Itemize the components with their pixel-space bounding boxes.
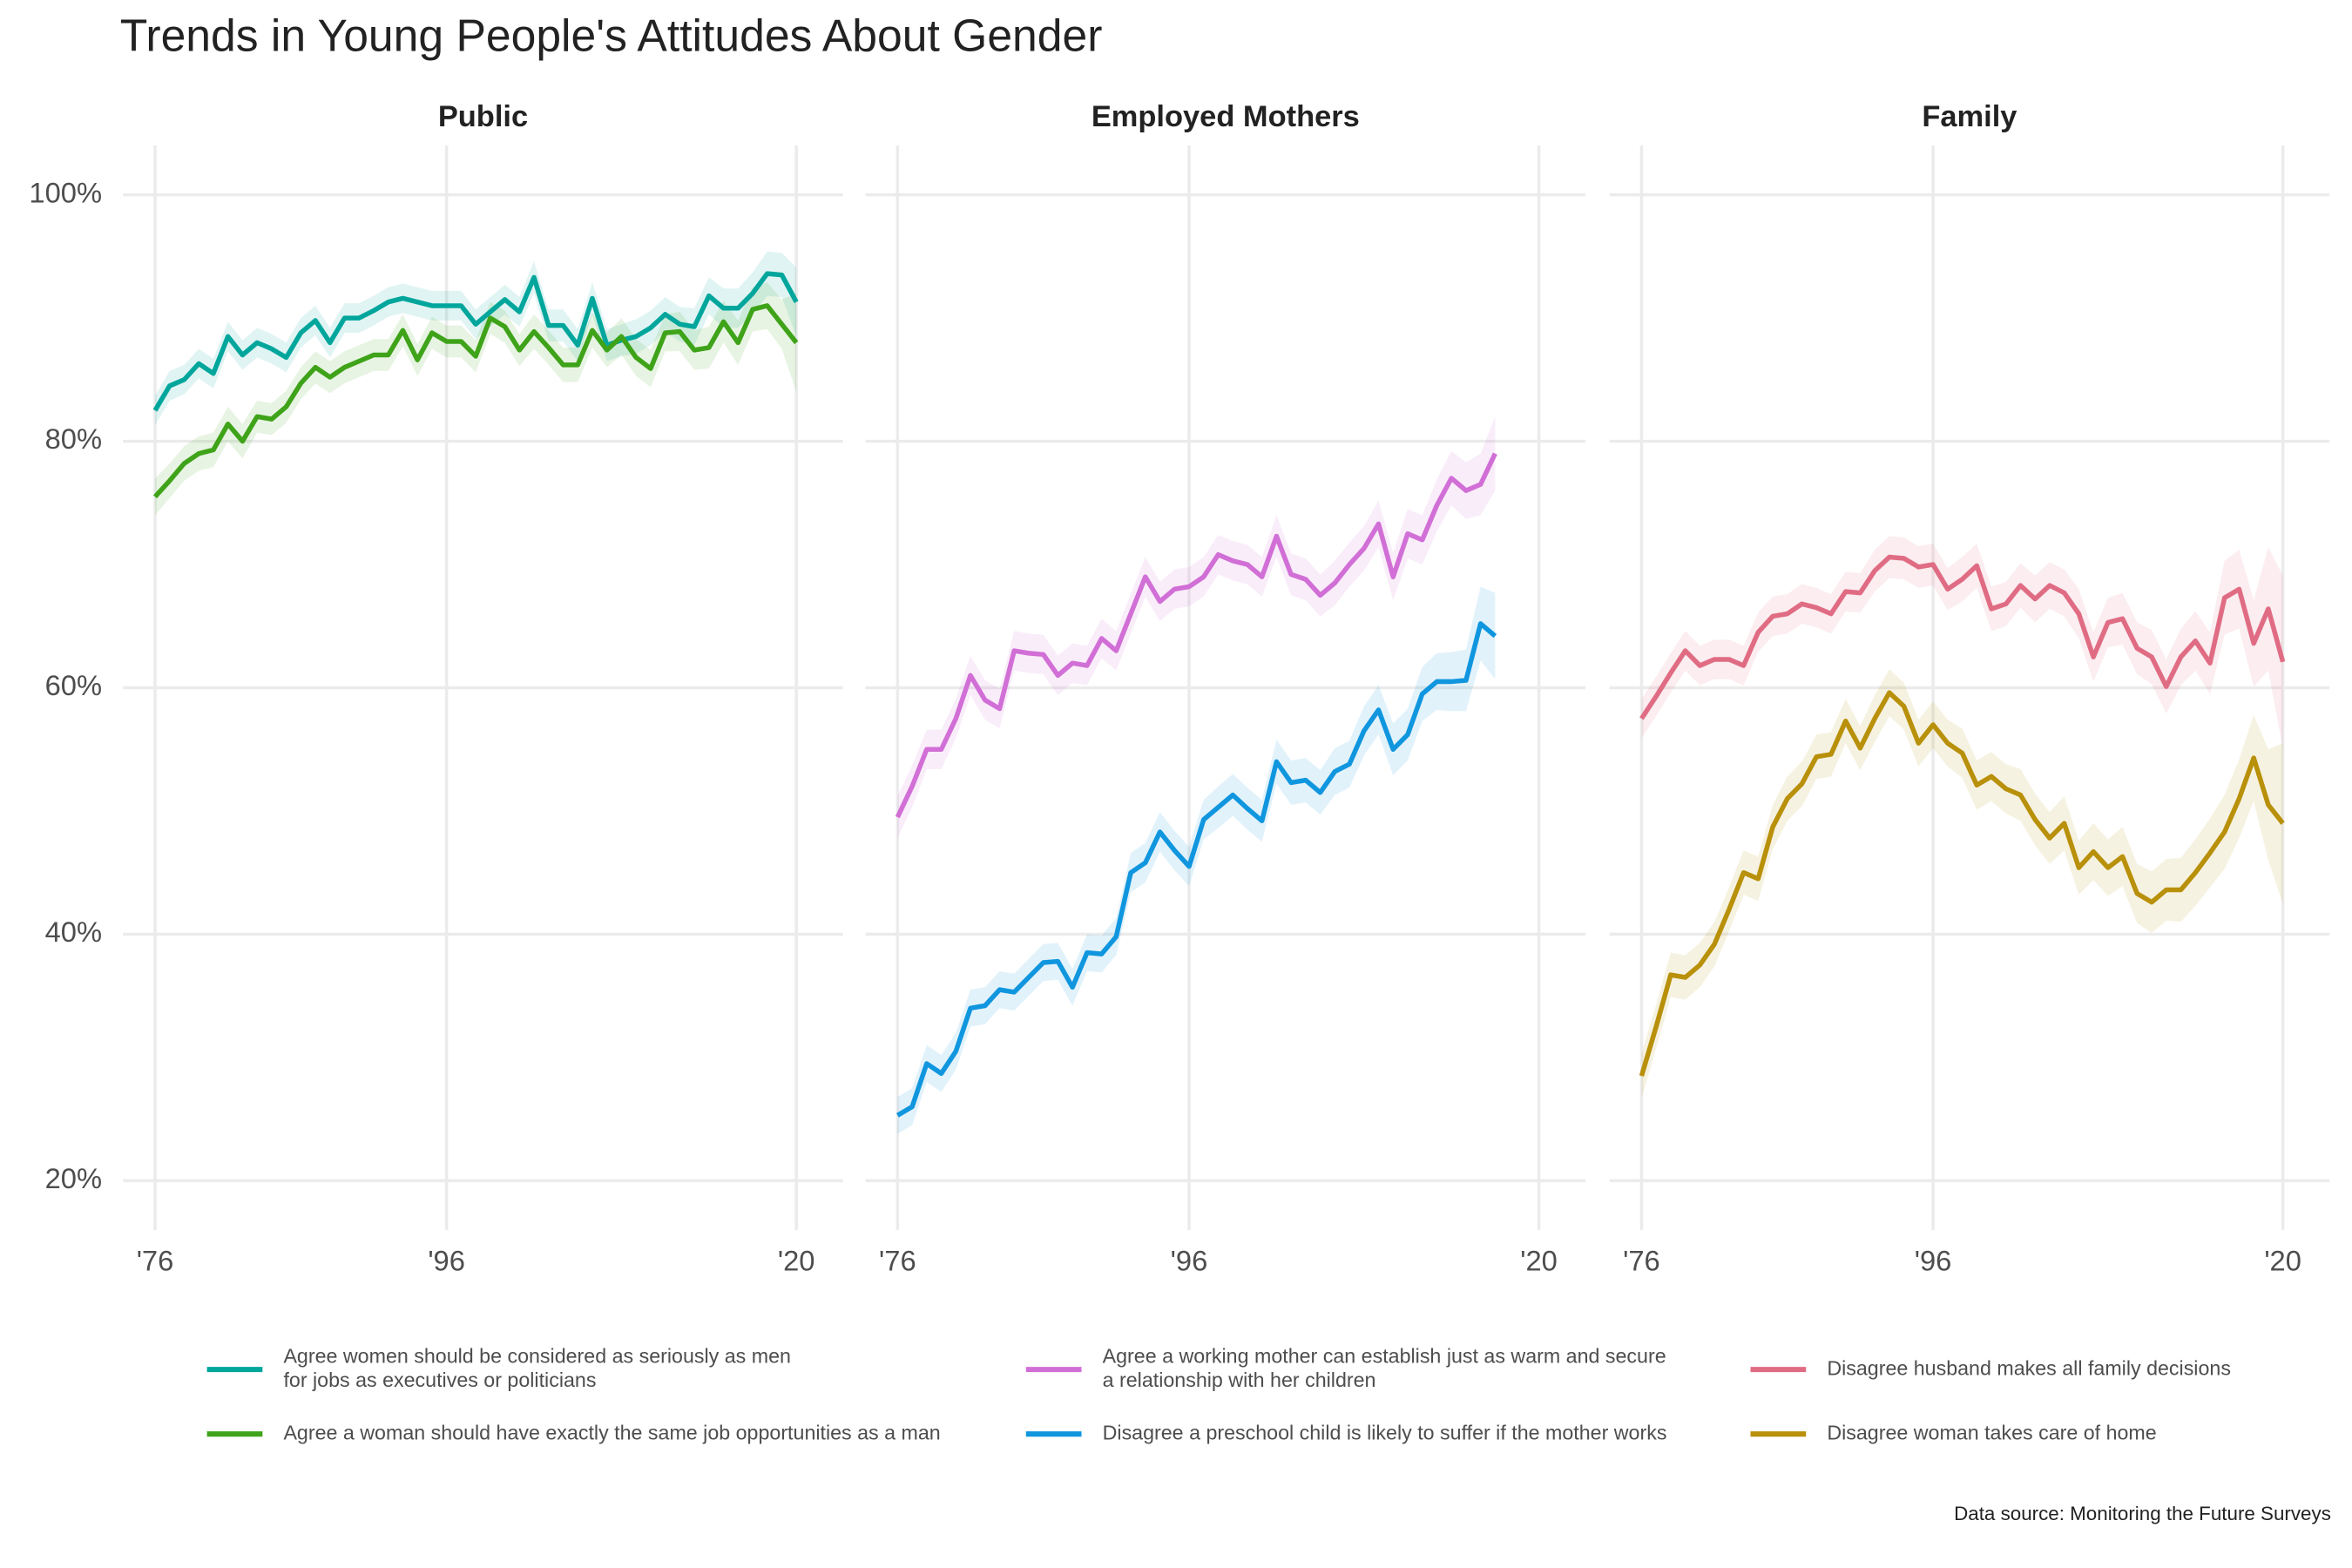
x-tick-label: '76 xyxy=(1623,1245,1660,1277)
line xyxy=(1639,554,2286,720)
facet-title: Family xyxy=(1922,100,2017,133)
confidence-band xyxy=(1641,536,2283,748)
y-tick-label: 80% xyxy=(45,422,102,455)
grid xyxy=(123,145,2330,1230)
confidence-band xyxy=(1641,669,2283,1098)
caption: Data source: Monitoring the Future Surve… xyxy=(1954,1503,2331,1524)
chart-title: Trends in Young People's Attitudes About… xyxy=(120,10,1103,60)
legend-label: Disagree husband makes all family decisi… xyxy=(1827,1356,2231,1379)
legend-label: Disagree a preschool child is likely to … xyxy=(1103,1421,1667,1443)
x-tick-label: '96 xyxy=(1171,1245,1208,1277)
x-tick-label: '76 xyxy=(137,1245,174,1277)
facet-title: Employed Mothers xyxy=(1092,100,1360,133)
x-tick-label: '96 xyxy=(428,1245,465,1277)
confidence-band xyxy=(155,251,797,426)
y-tick-label: 100% xyxy=(29,176,102,208)
lines xyxy=(152,271,2286,1118)
bands xyxy=(155,251,2283,1134)
line xyxy=(152,271,799,412)
legend-label: Agree women should be considered as seri… xyxy=(283,1344,790,1391)
x-tick-label: '20 xyxy=(2264,1245,2301,1277)
line xyxy=(896,621,1497,1118)
y-tick-label: 20% xyxy=(45,1162,102,1194)
confidence-band xyxy=(897,586,1496,1134)
line xyxy=(1639,690,2285,1077)
legend-label: Agree a woman should have exactly the sa… xyxy=(283,1421,940,1443)
y-tick-label: 60% xyxy=(45,669,102,701)
y-tick-label: 40% xyxy=(45,916,102,948)
x-tick-label: '76 xyxy=(879,1245,916,1277)
legend-label: Disagree woman takes care of home xyxy=(1827,1421,2156,1443)
line xyxy=(152,303,799,499)
x-tick-label: '96 xyxy=(1915,1245,1952,1277)
line xyxy=(895,452,1497,819)
x-tick-label: '20 xyxy=(778,1245,815,1277)
x-tick-label: '20 xyxy=(1520,1245,1558,1277)
confidence-band xyxy=(155,282,797,516)
facet-title: Public xyxy=(438,100,528,133)
legend-label: Agree a working mother can establish jus… xyxy=(1103,1344,1666,1391)
